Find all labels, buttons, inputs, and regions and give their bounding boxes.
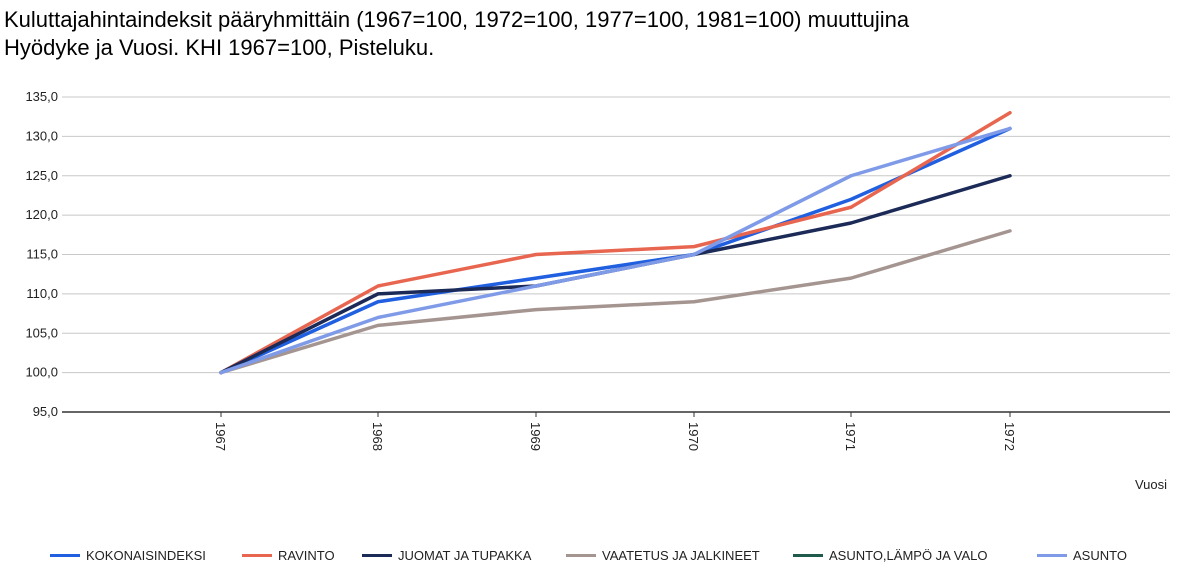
- legend-item: RAVINTO: [242, 548, 335, 563]
- x-tick-label: 1969: [528, 422, 543, 451]
- legend-item: KOKONAISINDEKSI: [50, 548, 206, 563]
- series-line: [219, 126, 1012, 375]
- x-tick-label: 1972: [1002, 422, 1017, 451]
- legend-item: VAATETUS JA JALKINEET: [566, 548, 760, 563]
- gridlines: [62, 96, 1170, 413]
- legend-item: JUOMAT JA TUPAKKA: [362, 548, 531, 563]
- y-tick-label: 120,0: [25, 207, 58, 222]
- legend: KOKONAISINDEKSI RAVINTO JUOMAT JA TUPAKKA V…: [0, 548, 1200, 568]
- x-tick-label: 1967: [213, 422, 228, 451]
- legend-swatch: [1037, 554, 1067, 557]
- legend-label: VAATETUS JA JALKINEET: [602, 548, 760, 563]
- legend-label: ASUNTO,LÄMPÖ JA VALO: [829, 548, 988, 563]
- y-tick-label: 100,0: [25, 365, 58, 380]
- y-tick-label: 110,0: [26, 286, 58, 301]
- y-tick-label: 95,0: [33, 404, 58, 419]
- y-tick-label: 125,0: [25, 168, 58, 183]
- chart-title-line2: Hyödyke ja Vuosi. KHI 1967=100, Pisteluk…: [4, 35, 435, 60]
- legend-label: KOKONAISINDEKSI: [86, 548, 206, 563]
- x-axis-ticks: 1967 1968 1969 1970 1971 1972: [213, 412, 1017, 451]
- legend-item: ASUNTO,LÄMPÖ JA VALO: [793, 548, 987, 563]
- series-line: [219, 111, 1012, 375]
- legend-label: JUOMAT JA TUPAKKA: [398, 548, 532, 563]
- chart-title: Kuluttajahintaindeksit pääryhmittäin (19…: [4, 6, 1184, 62]
- series-line: [219, 174, 1012, 375]
- legend-label: RAVINTO: [278, 548, 335, 563]
- legend-item: ASUNTO: [1037, 548, 1127, 563]
- y-tick-label: 115,0: [26, 247, 58, 262]
- chart-title-line1: Kuluttajahintaindeksit pääryhmittäin (19…: [4, 7, 910, 32]
- legend-swatch: [242, 554, 272, 557]
- y-tick-label: 130,0: [25, 128, 58, 143]
- x-tick-label: 1971: [843, 422, 858, 451]
- y-tick-label: 135,0: [25, 89, 58, 104]
- series-lines: [219, 111, 1012, 375]
- legend-label: ASUNTO: [1073, 548, 1127, 563]
- legend-swatch: [362, 554, 392, 557]
- legend-swatch: [50, 554, 80, 557]
- x-tick-label: 1970: [686, 422, 701, 451]
- legend-swatch: [793, 554, 823, 557]
- y-tick-label: 105,0: [25, 325, 58, 340]
- y-axis-ticks: 95,0 100,0 105,0 110,0 115,0 120,0 125,0 130,0 1…: [25, 89, 58, 419]
- legend-swatch: [566, 554, 596, 557]
- series-line: [219, 126, 1012, 375]
- series-line: [219, 229, 1012, 375]
- x-tick-label: 1968: [370, 422, 385, 451]
- x-axis-label: Vuosi: [1135, 477, 1167, 492]
